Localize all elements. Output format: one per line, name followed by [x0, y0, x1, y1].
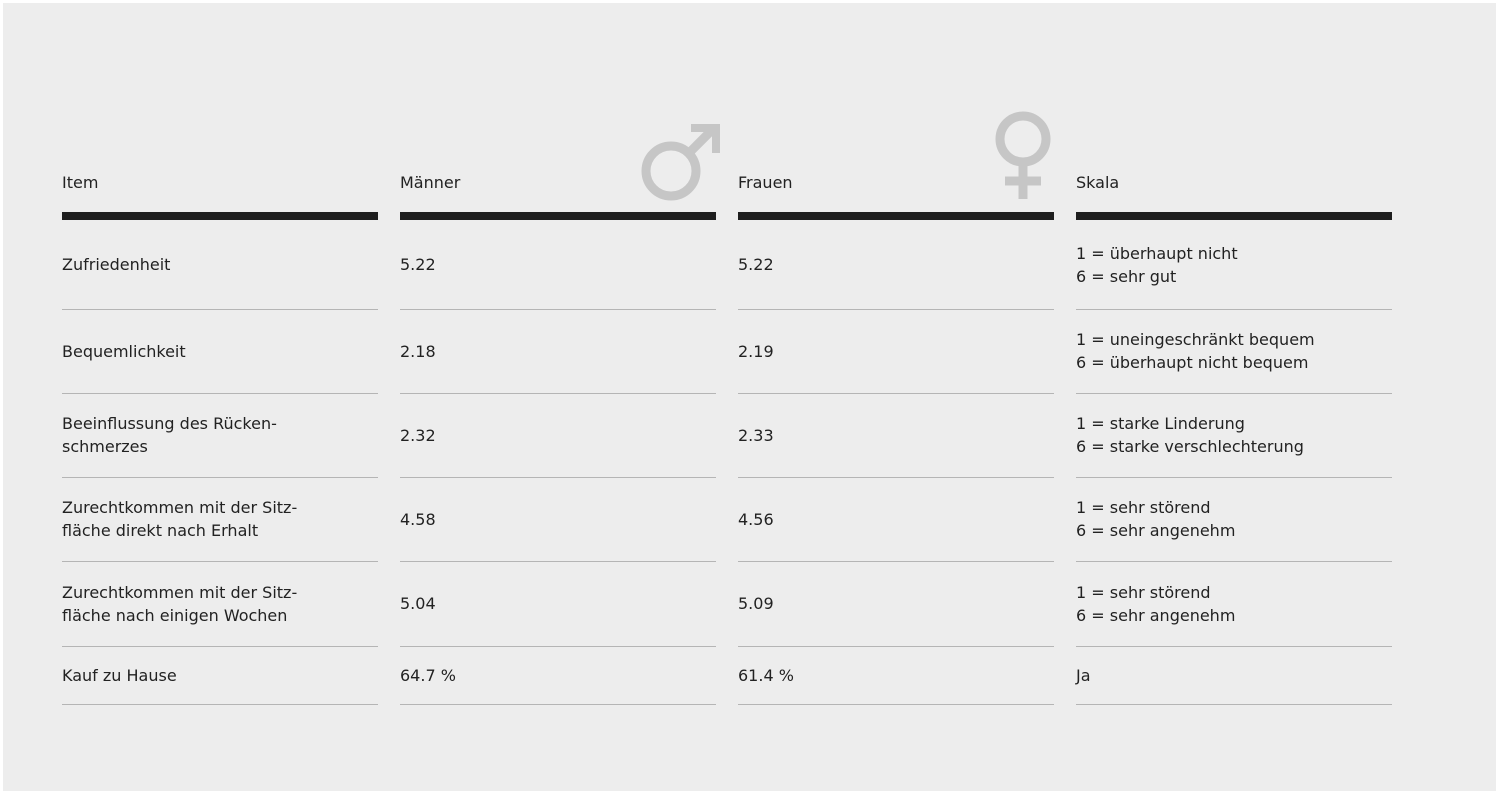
row-separator — [62, 704, 378, 705]
cell-line: 4.56 — [738, 509, 774, 529]
header-rule — [738, 212, 1054, 220]
table-cell: Kauf zu Hause — [62, 646, 378, 704]
cell-line: 6 = sehr angenehm — [1076, 605, 1236, 625]
row-separator — [400, 393, 716, 394]
cell-line: 1 = starke Linderung — [1076, 414, 1245, 433]
column-header: Skala — [1076, 173, 1120, 192]
table-cell: 5.22 — [400, 220, 716, 309]
cell-line: 5.04 — [400, 594, 436, 613]
cell-line: Ja — [1076, 665, 1091, 685]
row-separator — [400, 646, 716, 647]
cell-line: Zurechtkommen mit der Sitz- — [62, 498, 298, 517]
cell-line: Kauf zu Hause — [62, 665, 177, 685]
row-separator — [1076, 309, 1392, 310]
cell-line: 2.33 — [738, 425, 774, 445]
row-separator — [738, 561, 1054, 562]
header-rule — [400, 212, 716, 220]
row-separator — [400, 704, 716, 705]
cell-line: 61.4 % — [738, 665, 794, 685]
row-separator — [738, 393, 1054, 394]
header-rule — [62, 212, 378, 220]
table-panel: Item Männer Frauen Skala Zufriedenheit 5.22 5.… — [3, 3, 1496, 791]
table-cell: 1 = sehr störend 6 = sehr angenehm — [1076, 561, 1392, 646]
cell-line: 2.19 — [738, 341, 774, 361]
row-separator — [62, 309, 378, 310]
male-icon — [641, 124, 720, 201]
row-separator — [62, 646, 378, 647]
table-cell: 2.19 — [738, 309, 1054, 393]
row-separator — [62, 561, 378, 562]
cell-line: 6 = sehr angenehm — [1076, 521, 1236, 540]
cell-line: Zufriedenheit — [62, 255, 171, 274]
row-separator — [400, 309, 716, 310]
table-cell: Zufriedenheit — [62, 220, 378, 309]
cell-line: fläche direkt nach Erhalt — [62, 521, 259, 540]
cell-line: 1 = uneingeschränkt bequem — [1076, 330, 1315, 349]
table-cell: 2.18 — [400, 309, 716, 393]
row-separator — [1076, 646, 1392, 647]
row-separator — [400, 477, 716, 478]
cell-line: 1 = sehr störend — [1076, 582, 1211, 602]
table-cell: 61.4 % — [738, 646, 1054, 704]
row-separator — [62, 393, 378, 394]
cell-line: 64.7 % — [400, 665, 456, 685]
row-separator — [400, 561, 716, 562]
cell-line: 5.22 — [738, 255, 774, 274]
row-separator — [738, 309, 1054, 310]
table-cell: 1 = überhaupt nicht 6 = sehr gut — [1076, 220, 1392, 309]
table-cell: Zurechtkommen mit der Sitz-fläche direkt… — [62, 477, 378, 561]
cell-line: 4.58 — [400, 509, 436, 529]
table-cell: Bequemlichkeit — [62, 309, 378, 393]
cell-line: 2.32 — [400, 425, 436, 445]
table-cell: 5.09 — [738, 561, 1054, 646]
cell-line: 6 = überhaupt nicht bequem — [1076, 353, 1309, 372]
cell-line: 6 = starke verschlechterung — [1076, 437, 1304, 456]
row-separator — [738, 477, 1054, 478]
cell-line: 5.22 — [400, 255, 436, 274]
row-separator — [1076, 477, 1392, 478]
row-separator — [1076, 704, 1392, 705]
table-cell: Zurechtkommen mit der Sitz-fläche nach e… — [62, 561, 378, 646]
table-cell: 2.32 — [400, 393, 716, 477]
table-cell: 1 = uneingeschränkt bequem 6 = überhaupt … — [1076, 309, 1392, 393]
cell-line: Beeinflussung des Rücken- — [62, 414, 277, 433]
row-separator — [738, 646, 1054, 647]
table-cell: 5.04 — [400, 561, 716, 646]
table-cell: 4.56 — [738, 477, 1054, 561]
header-rule — [1076, 212, 1392, 220]
table-cell: 64.7 % — [400, 646, 716, 704]
cell-line: 2.18 — [400, 341, 436, 361]
row-separator — [62, 477, 378, 478]
column-header: Männer — [400, 173, 461, 192]
cell-line: 6 = sehr gut — [1076, 266, 1177, 286]
column-header: Frauen — [738, 173, 793, 192]
cell-line: schmerzes — [62, 437, 148, 456]
cell-line: Bequemlichkeit — [62, 341, 186, 361]
table-cell: 4.58 — [400, 477, 716, 561]
table-cell: Beeinflussung des Rücken-schmerzes — [62, 393, 378, 477]
cell-line: 5.09 — [738, 594, 774, 613]
table-cell: 1 = starke Linderung 6 = starke verschlec… — [1076, 393, 1392, 477]
table-cell: 1 = sehr störend 6 = sehr angenehm — [1076, 477, 1392, 561]
table-cell: Ja — [1076, 646, 1392, 704]
row-separator — [1076, 393, 1392, 394]
cell-line: fläche nach einigen Wochen — [62, 605, 288, 625]
cell-line: 1 = sehr störend — [1076, 498, 1211, 517]
row-separator — [1076, 561, 1392, 562]
column-header: Item — [62, 173, 99, 192]
cell-line: Zurechtkommen mit der Sitz- — [62, 582, 298, 602]
table-cell: 2.33 — [738, 393, 1054, 477]
female-icon — [995, 111, 1051, 199]
table-cell: 5.22 — [738, 220, 1054, 309]
cell-line: 1 = überhaupt nicht — [1076, 243, 1238, 263]
row-separator — [738, 704, 1054, 705]
